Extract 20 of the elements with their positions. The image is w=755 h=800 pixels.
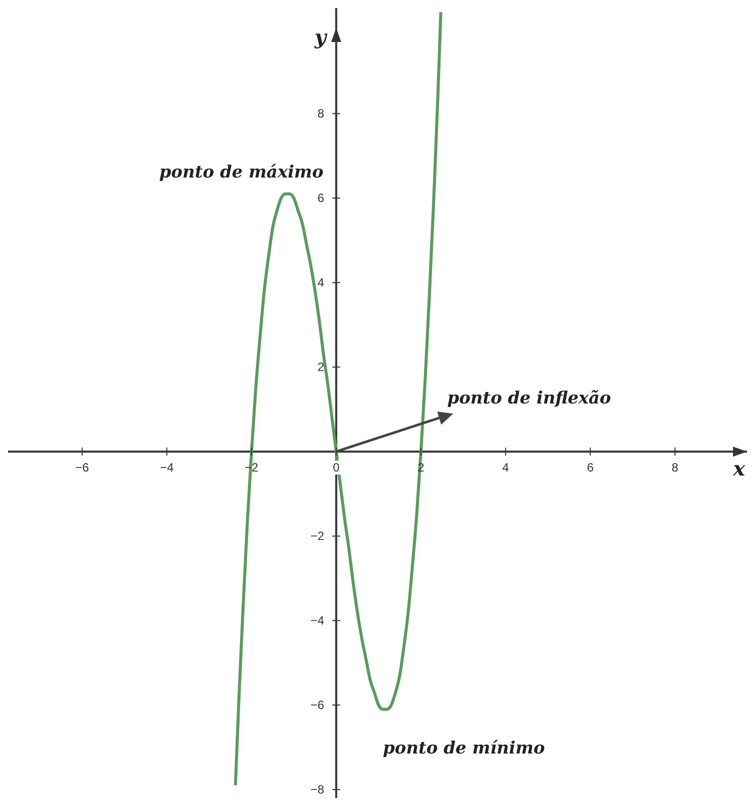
annotation: ponto de máximo bbox=[159, 162, 324, 183]
y-tick-label: 4 bbox=[318, 276, 325, 290]
y-tick-label: −4 bbox=[310, 614, 325, 628]
annotation: ponto de mínimo bbox=[382, 738, 545, 759]
x-tick-label: 6 bbox=[586, 460, 594, 475]
x-tick-label: −6 bbox=[75, 460, 90, 475]
annotation: ponto de inflexão bbox=[447, 388, 612, 409]
x-tick-label: 4 bbox=[502, 460, 510, 475]
y-tick-label: 6 bbox=[318, 191, 325, 206]
y-tick-label: −6 bbox=[310, 698, 325, 712]
y-tick-label: −8 bbox=[310, 782, 325, 797]
y-tick-label: 8 bbox=[318, 106, 325, 121]
y-axis-title: y bbox=[314, 25, 328, 49]
y-tick-label: 2 bbox=[318, 360, 325, 374]
x-tick-label: 2 bbox=[418, 460, 425, 475]
x-tick-label: 0 bbox=[332, 460, 340, 475]
x-tick-label: −4 bbox=[160, 460, 174, 475]
y-tick-label: −2 bbox=[310, 529, 325, 544]
x-axis-title: x bbox=[732, 456, 746, 481]
x-tick-label: 8 bbox=[672, 460, 679, 475]
